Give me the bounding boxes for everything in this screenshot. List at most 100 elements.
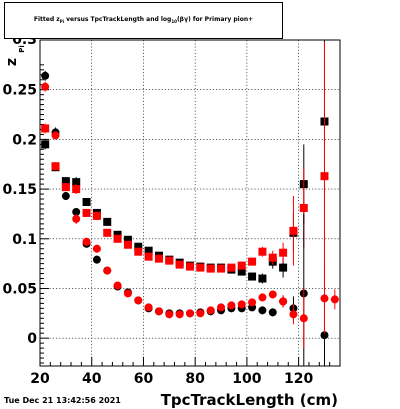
data-point (41, 140, 50, 149)
data-point (237, 261, 246, 270)
y-tick-label: 0.1 (12, 232, 37, 248)
data-point (330, 295, 339, 304)
data-point (51, 162, 60, 171)
x-tick-label: 120 (284, 371, 313, 387)
data-point (186, 309, 194, 318)
data-point (154, 254, 163, 263)
y-tick-label: 0 (27, 331, 37, 347)
data-point (320, 172, 329, 181)
data-point (103, 228, 112, 237)
data-point (227, 263, 236, 272)
data-point (41, 124, 50, 133)
title-part-1: Fitted z (33, 16, 60, 23)
chart-title-box: Fitted zPi versus TpcTrackLength and log… (4, 2, 283, 39)
data-point (82, 208, 91, 217)
data-point (134, 242, 143, 251)
data-point (299, 314, 308, 323)
data-point (72, 178, 81, 187)
x-tick-label: 40 (82, 371, 102, 387)
data-point (279, 263, 288, 272)
data-point (61, 177, 70, 186)
data-point (175, 310, 184, 319)
title-part-2: Pi (59, 19, 65, 25)
title-part-4: 10 (171, 19, 177, 25)
data-point (103, 217, 112, 226)
grid-lines (39, 40, 340, 366)
data-point (258, 293, 267, 302)
data-point (206, 306, 215, 315)
data-point (82, 237, 91, 246)
data-point (248, 257, 257, 266)
data-point (248, 298, 257, 307)
y-axis-label-sub: Pi (18, 45, 26, 53)
data-point (92, 244, 101, 253)
data-point (268, 290, 277, 299)
x-tick-label: 100 (232, 371, 261, 387)
y-tick-label: 0.2 (12, 132, 37, 148)
data-point (41, 82, 50, 91)
data-point (258, 306, 267, 315)
data-point (123, 235, 132, 244)
x-axis-label: TpcTrackLength (cm) (161, 391, 338, 409)
data-point (186, 262, 194, 271)
data-point (144, 252, 153, 261)
title-part-5: (β (176, 16, 184, 23)
series-3 (41, 81, 339, 349)
y-tick-label: 0.05 (2, 281, 37, 297)
data-point (175, 260, 184, 269)
data-point (72, 185, 81, 194)
data-point (113, 234, 122, 243)
y-tick-label: 0.15 (2, 182, 37, 198)
chart-title: Fitted zPi versus TpcTrackLength and log… (5, 16, 282, 24)
data-point (237, 300, 246, 309)
data-point (299, 203, 308, 212)
data-point (206, 264, 215, 273)
data-point (217, 303, 226, 312)
data-point (134, 247, 143, 256)
y-axis-label: z Pi (4, 45, 26, 66)
data-point (196, 309, 205, 318)
data-point (248, 272, 257, 281)
data-point (134, 296, 143, 305)
data-point (154, 307, 163, 316)
data-point (320, 331, 329, 340)
data-point (61, 183, 70, 192)
data-point (144, 246, 153, 255)
data-point (41, 71, 50, 80)
data-point (92, 211, 101, 220)
data-point (123, 289, 132, 298)
timestamp: Tue Dec 21 13:42:56 2021 (4, 396, 121, 405)
data-point (61, 192, 70, 201)
data-point (227, 301, 236, 310)
data-point (72, 214, 81, 223)
data-point (103, 266, 112, 275)
y-axis-label-main: z (4, 58, 20, 66)
data-point (217, 264, 226, 273)
title-part-3: versus TpcTrackLength and log (64, 16, 172, 23)
data-point (123, 240, 132, 249)
data-point (113, 281, 122, 290)
data-point (165, 256, 174, 265)
data-point (268, 253, 277, 262)
title-part-6: γ) for Primary pion+ (183, 16, 254, 23)
data-point (289, 310, 298, 319)
x-tick-label: 20 (30, 371, 50, 387)
data-point (144, 303, 153, 312)
data-point (237, 267, 246, 276)
y-tick-label: 0.25 (2, 83, 37, 99)
data-point (82, 198, 91, 207)
data-series (41, 40, 339, 366)
x-tick-label: 60 (134, 371, 154, 387)
data-point (51, 131, 60, 140)
data-point (279, 297, 288, 306)
data-point (196, 263, 205, 272)
data-point (165, 310, 174, 319)
data-point (258, 274, 267, 283)
data-point (279, 248, 288, 257)
data-point (92, 255, 101, 264)
data-point (72, 207, 81, 216)
data-point (258, 247, 267, 256)
data-point (289, 226, 298, 235)
